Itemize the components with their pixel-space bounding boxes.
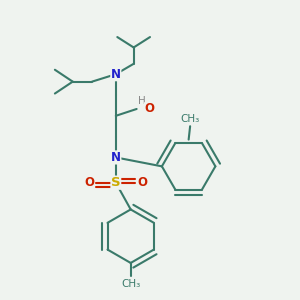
Text: S: S (111, 176, 121, 189)
Text: N: N (111, 151, 121, 164)
Text: O: O (138, 176, 148, 189)
Text: O: O (84, 176, 94, 189)
Text: N: N (111, 68, 121, 81)
Text: CH₃: CH₃ (181, 114, 200, 124)
Text: O: O (144, 103, 154, 116)
Text: CH₃: CH₃ (121, 279, 140, 289)
Text: H: H (138, 96, 146, 106)
